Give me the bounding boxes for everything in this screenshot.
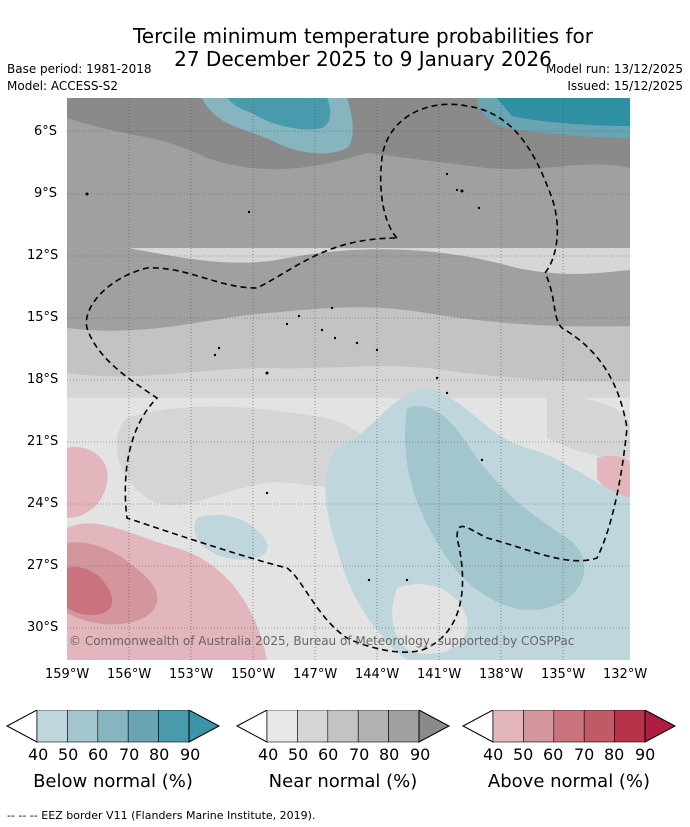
model-name: Model: ACCESS-S2	[7, 79, 119, 93]
cb-below-swatch	[97, 710, 129, 743]
lon-tick: 144°W	[355, 667, 400, 682]
lat-tick: 24°S	[27, 496, 59, 511]
cb-above-high-arrow	[644, 710, 677, 743]
lat-tick: 18°S	[27, 372, 59, 387]
cb-below-label: 60	[88, 745, 109, 764]
cb-above-swatch	[553, 710, 585, 743]
cb-above-swatch	[492, 710, 524, 743]
cb-below-title: Below normal (%)	[33, 771, 193, 792]
islands	[85, 172, 484, 582]
cb-near-swatch	[297, 710, 329, 743]
band-near-patch	[116, 406, 375, 506]
cb-below-label: 80	[149, 745, 170, 764]
lon-tick: 141°W	[417, 667, 462, 682]
colorbars	[5, 710, 677, 743]
cb-below-label: 90	[180, 745, 201, 764]
cb-above-label: 50	[513, 745, 534, 764]
above-normal-west	[67, 447, 108, 518]
cb-near-label: 90	[410, 745, 431, 764]
cb-above-label: 40	[483, 745, 504, 764]
cb-near-swatch	[327, 710, 359, 743]
cb-near-swatch	[357, 710, 389, 743]
cb-below-high-arrow	[188, 710, 221, 743]
map-title-line2: 27 December 2025 to 9 January 2026	[174, 47, 552, 71]
lat-tick: 9°S	[34, 186, 58, 201]
cb-below-swatch	[158, 710, 190, 743]
above-normal-peak	[67, 567, 113, 615]
probability-map: © Commonwealth of Australia 2025, Bureau…	[67, 98, 630, 660]
cb-near-title: Near normal (%)	[268, 771, 418, 792]
map-canvas	[67, 98, 630, 660]
cb-above-label: 90	[635, 745, 656, 764]
lat-tick: 15°S	[27, 310, 59, 325]
cb-near-label: 40	[258, 745, 279, 764]
below-normal-top-east-core	[497, 98, 630, 126]
cb-below-label: 70	[119, 745, 140, 764]
lon-tick: 156°W	[107, 667, 152, 682]
cb-above-swatch	[583, 710, 615, 743]
cb-above-label: 70	[574, 745, 595, 764]
cb-near-label: 50	[288, 745, 309, 764]
graticule	[67, 98, 630, 660]
lat-tick: 30°S	[27, 620, 59, 635]
cb-below-swatch	[127, 710, 159, 743]
lat-tick: 21°S	[27, 434, 59, 449]
lon-tick: 150°W	[231, 667, 276, 682]
cb-above-title: Above normal (%)	[487, 771, 651, 792]
cb-above-low-arrow	[461, 710, 494, 743]
cb-near-label: 80	[379, 745, 400, 764]
band-near-patch2	[547, 397, 630, 459]
cb-above-swatch	[614, 710, 646, 743]
below-normal-west	[194, 514, 268, 560]
cb-below-label: 40	[28, 745, 49, 764]
cb-near-high-arrow	[418, 710, 451, 743]
lat-tick: 6°S	[34, 124, 58, 139]
lat-tick: 12°S	[27, 248, 59, 263]
near-normal-inner	[392, 584, 468, 654]
model-run: Model run: 13/12/2025	[545, 62, 683, 76]
cb-below-swatch	[36, 710, 68, 743]
base-period: Base period: 1981-2018	[7, 62, 152, 76]
lon-tick: 153°W	[169, 667, 214, 682]
cb-below-swatch	[67, 710, 99, 743]
cb-below-low-arrow	[5, 710, 38, 743]
lon-tick: 132°W	[603, 667, 648, 682]
map-title-line1: Tercile minimum temperature probabilitie…	[132, 24, 594, 48]
below-normal-core	[405, 406, 585, 610]
cb-below-label: 50	[58, 745, 79, 764]
cb-near-label: 70	[349, 745, 370, 764]
lon-tick: 138°W	[479, 667, 524, 682]
lon-tick: 135°W	[541, 667, 586, 682]
issued-date: Issued: 15/12/2025	[567, 79, 683, 93]
cb-near-swatch	[266, 710, 298, 743]
cb-above-label: 80	[604, 745, 625, 764]
cb-above-swatch	[523, 710, 555, 743]
cb-near-low-arrow	[235, 710, 268, 743]
eez-footnote: -- -- -- EEZ border V11 (Flanders Marine…	[7, 809, 316, 822]
below-normal-top-west-core	[227, 98, 331, 130]
copyright-notice: © Commonwealth of Australia 2025, Bureau…	[69, 634, 575, 648]
lat-tick: 27°S	[27, 558, 59, 573]
lon-tick: 159°W	[45, 667, 90, 682]
cb-near-label: 60	[318, 745, 339, 764]
band-near-mid	[67, 238, 630, 348]
lon-tick: 147°W	[293, 667, 338, 682]
cb-above-label: 60	[543, 745, 564, 764]
band-near-mid-top	[67, 118, 630, 248]
cb-near-swatch	[388, 710, 420, 743]
